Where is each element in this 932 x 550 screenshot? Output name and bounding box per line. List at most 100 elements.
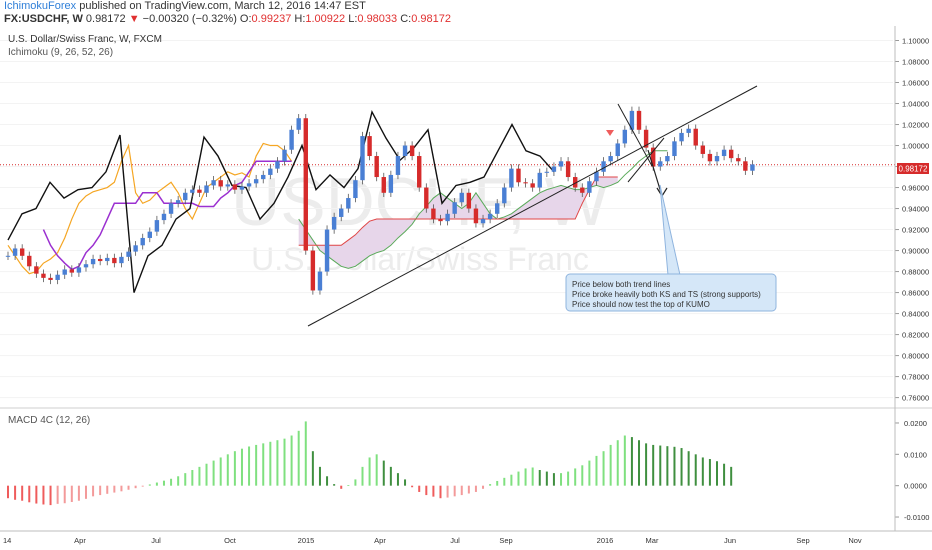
macd-bar bbox=[425, 485, 428, 496]
annotation-callout[interactable]: Price below both trend lines Price broke… bbox=[565, 184, 777, 312]
price-tick-label: 1.02000 bbox=[902, 121, 929, 130]
time-axis[interactable]: 14 Apr Jul Oct 2015 Apr Jul Sep 2016 Mar Jun Sep Nov bbox=[3, 536, 862, 545]
candle-body bbox=[643, 129, 649, 148]
rising-trendline[interactable] bbox=[307, 85, 758, 327]
symbol-label: FX:USDCHF, W bbox=[4, 13, 83, 25]
wedge-upper-line[interactable] bbox=[617, 103, 653, 167]
chart-background bbox=[0, 26, 932, 550]
macd-bar bbox=[290, 435, 293, 486]
candle-body bbox=[608, 156, 613, 162]
candle-body bbox=[204, 185, 209, 193]
candle-body bbox=[133, 245, 138, 252]
macd-bar bbox=[652, 444, 655, 486]
candle-body bbox=[310, 250, 316, 291]
candle-body bbox=[317, 271, 323, 291]
macd-bar bbox=[304, 421, 307, 486]
time-tick-label: Sep bbox=[796, 536, 809, 545]
candle-body bbox=[324, 229, 330, 272]
price-grid bbox=[0, 40, 895, 399]
macd-bar bbox=[7, 485, 9, 499]
candle-body bbox=[105, 257, 110, 262]
author-link[interactable]: IchimokuForex bbox=[4, 0, 77, 12]
macd-bar bbox=[70, 485, 73, 502]
macd-bar bbox=[347, 485, 350, 486]
macd-bar bbox=[311, 451, 314, 486]
chart-canvas[interactable]: USDCHF, W U.S. Dollar/Swiss Franc 1.1000… bbox=[0, 26, 932, 550]
candle-body bbox=[303, 118, 308, 251]
candle-body bbox=[374, 156, 379, 178]
indicator-title[interactable]: Ichimoku (9, 26, 52, 26) bbox=[8, 47, 113, 58]
candle-body bbox=[55, 274, 60, 280]
candle-body bbox=[331, 216, 337, 230]
candle-body bbox=[339, 208, 344, 217]
projection-arrow[interactable] bbox=[647, 149, 663, 197]
macd-bar bbox=[184, 473, 187, 486]
macd-bar bbox=[687, 451, 690, 486]
candle-body bbox=[537, 172, 542, 188]
macd-bar bbox=[673, 446, 676, 486]
macd-bar bbox=[177, 476, 180, 486]
macd-bar bbox=[99, 485, 102, 496]
macd-bar bbox=[680, 448, 683, 486]
candle-body bbox=[12, 248, 18, 256]
time-tick-label: Jun bbox=[724, 536, 736, 545]
candle-body bbox=[523, 182, 528, 184]
macd-bar bbox=[389, 466, 392, 486]
macd-tick-label: 0.0200 bbox=[904, 419, 927, 428]
candle-body bbox=[388, 174, 394, 193]
macd-bar bbox=[574, 468, 577, 486]
candle-body bbox=[69, 269, 75, 273]
macd-bar bbox=[460, 485, 463, 496]
macd-bar bbox=[120, 485, 123, 492]
macd-axis[interactable]: 0.0200 0.0100 0.0000 -0.0100 bbox=[895, 419, 929, 522]
candle-body bbox=[218, 180, 223, 187]
candle-body bbox=[665, 156, 670, 162]
price-tick-label: 0.76000 bbox=[902, 394, 929, 403]
macd-bar bbox=[538, 470, 541, 486]
candle-body bbox=[346, 198, 351, 209]
time-tick-label: 2015 bbox=[298, 536, 315, 545]
open-label: O: bbox=[239, 13, 252, 25]
candle-body bbox=[246, 183, 252, 187]
macd-bar bbox=[496, 480, 499, 486]
candle-body bbox=[587, 181, 592, 193]
macd-bar bbox=[148, 484, 151, 486]
candle-body bbox=[282, 149, 287, 162]
macd-bar bbox=[141, 485, 144, 487]
candle-body bbox=[686, 128, 691, 133]
candle-body bbox=[700, 145, 706, 154]
macd-bar bbox=[198, 466, 201, 486]
candle-body bbox=[438, 219, 443, 222]
time-tick-label: 2016 bbox=[597, 536, 614, 545]
macd-bar bbox=[503, 477, 506, 486]
low-value: 0.98033 bbox=[357, 13, 398, 25]
candle-body bbox=[509, 168, 514, 188]
macd-tick-label: -0.0100 bbox=[904, 513, 929, 522]
price-marker: 0.98172 bbox=[897, 163, 929, 174]
candle-body bbox=[190, 189, 195, 193]
candle-body bbox=[90, 258, 96, 265]
candle-body bbox=[551, 166, 557, 172]
macd-bar bbox=[77, 485, 80, 501]
candle-body bbox=[495, 203, 500, 214]
macd-bar bbox=[432, 485, 435, 497]
macd-bar bbox=[92, 485, 95, 497]
macd-bar bbox=[361, 466, 364, 486]
macd-bar bbox=[716, 461, 718, 486]
macd-bar bbox=[283, 438, 286, 486]
candle-body bbox=[34, 266, 39, 274]
price-tick-label: 1.00000 bbox=[902, 142, 929, 151]
candle-body bbox=[615, 143, 620, 157]
macd-title[interactable]: MACD 4C (12, 26) bbox=[8, 415, 90, 426]
candle-body bbox=[516, 168, 521, 183]
macd-bar bbox=[212, 460, 215, 486]
wedge-lower-line[interactable] bbox=[627, 137, 665, 183]
candle-body bbox=[395, 156, 401, 175]
candle-body bbox=[431, 208, 436, 220]
candle-body bbox=[743, 161, 748, 171]
macd-bar bbox=[63, 485, 66, 504]
macd-bar bbox=[524, 468, 527, 486]
time-tick-label: 14 bbox=[3, 536, 11, 545]
macd-bar bbox=[368, 457, 371, 486]
trendlines[interactable] bbox=[307, 85, 758, 327]
